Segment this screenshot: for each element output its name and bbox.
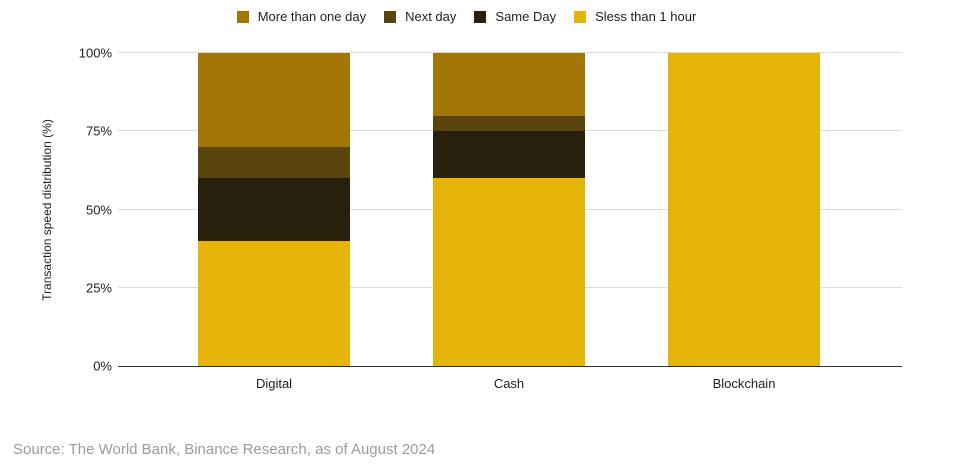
legend: More than one day Next day Same Day Sless t… bbox=[0, 9, 933, 24]
bar-segment-cash-next-day[interactable] bbox=[433, 115, 585, 132]
bar-segment-cash-same-day[interactable] bbox=[433, 131, 585, 179]
x-category-label: Blockchain bbox=[712, 376, 776, 391]
legend-item-label: Next day bbox=[405, 9, 457, 24]
gridline bbox=[118, 52, 902, 53]
legend-swatch-icon bbox=[474, 10, 487, 23]
legend-item-label: Same Day bbox=[495, 9, 557, 24]
legend-item-same-day[interactable]: Same Day bbox=[474, 9, 556, 24]
x-category-label: Cash bbox=[493, 376, 525, 391]
legend-item-next-day[interactable]: Next day bbox=[384, 9, 456, 24]
y-tick-label: 0% bbox=[93, 358, 112, 374]
bar-cash bbox=[433, 53, 585, 366]
legend-swatch-icon bbox=[384, 10, 397, 23]
bar-segment-cash-more-than-one-day[interactable] bbox=[433, 53, 585, 116]
legend-item-sless-than-1-hour[interactable]: Sless than 1 hour bbox=[574, 9, 696, 24]
bar-segment-digital-more-than-one-day[interactable] bbox=[198, 53, 350, 147]
bar-segment-cash-sless-than-1-hour[interactable] bbox=[433, 178, 585, 366]
x-axis: Digital Cash Blockchain bbox=[118, 376, 902, 394]
legend-swatch-icon bbox=[574, 10, 587, 23]
bar-segment-digital-same-day[interactable] bbox=[198, 178, 350, 241]
y-tick-label: 50% bbox=[85, 202, 112, 217]
bar-segment-digital-sless-than-1-hour[interactable] bbox=[198, 240, 350, 366]
y-tick-label: 75% bbox=[85, 123, 112, 139]
y-tick-label: 100% bbox=[78, 45, 112, 61]
bar-digital bbox=[198, 53, 350, 366]
x-category-label: Digital bbox=[255, 376, 293, 391]
y-axis: 0% 25% 50% 75% 100% bbox=[0, 46, 112, 374]
bar-segment-digital-next-day[interactable] bbox=[198, 146, 350, 179]
legend-item-label: Sless than 1 hour bbox=[595, 9, 697, 24]
legend-swatch-icon bbox=[236, 10, 249, 23]
legend-item-more-than-one-day[interactable]: More than one day bbox=[236, 9, 367, 24]
y-tick-label: 25% bbox=[85, 280, 112, 296]
source-note: Source: The World Bank, Binance Research… bbox=[13, 441, 436, 458]
plot-area bbox=[118, 52, 902, 367]
legend-item-label: More than one day bbox=[257, 9, 367, 24]
bar-blockchain bbox=[668, 53, 820, 366]
bar-segment-blockchain-sless-than-1-hour[interactable] bbox=[668, 53, 820, 366]
